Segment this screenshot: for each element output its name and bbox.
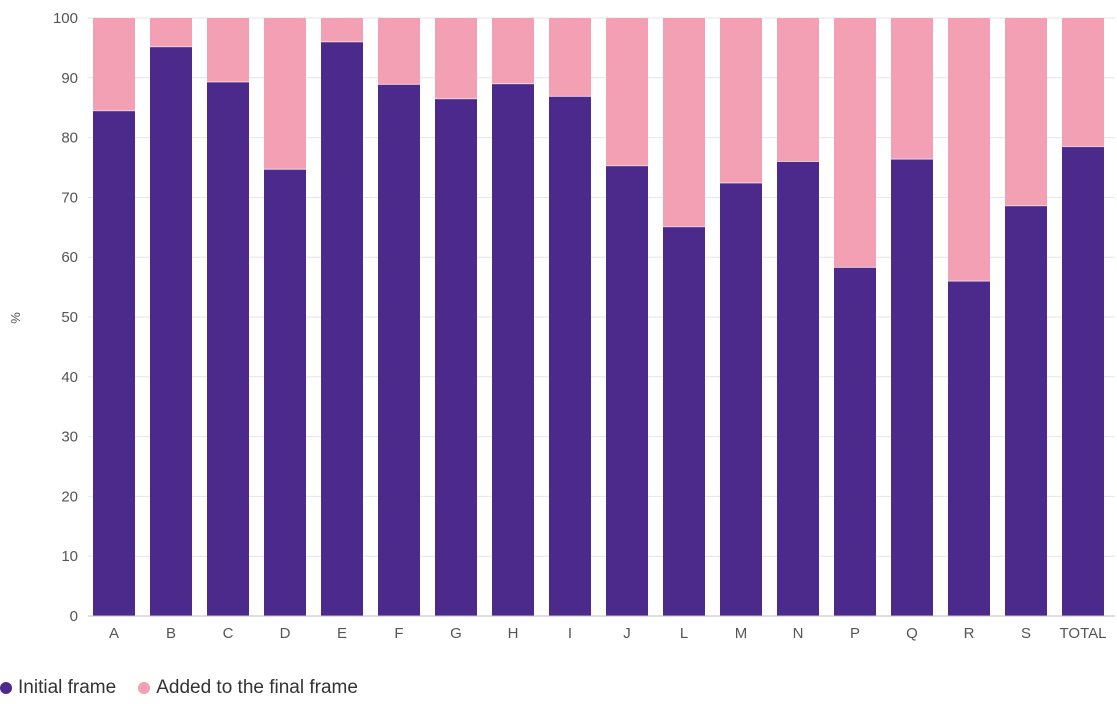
x-tick-label: G — [450, 625, 462, 642]
chart-svg: 0 10 20 30 40 50 60 70 80 90 100 A B C D E F G H I J L M N P Q R S T… — [8, 10, 1115, 642]
legend-item-added-to-final-frame: Added to the final frame — [138, 677, 358, 699]
bar-initial-frame-q — [891, 159, 933, 617]
x-tick-label: S — [1021, 625, 1031, 642]
y-tick-label: 80 — [61, 130, 78, 147]
x-tick-label: R — [964, 625, 975, 642]
y-tick-label: 60 — [61, 249, 78, 266]
bar-initial-frame-total — [1062, 146, 1104, 616]
bar-added-to-final-frame-m — [720, 18, 762, 184]
bar-added-to-final-frame-d — [264, 18, 306, 170]
x-tick-label: P — [850, 625, 860, 642]
y-tick-label: 40 — [61, 369, 78, 386]
legend-swatch-initial-frame — [0, 682, 12, 694]
x-tick-label: N — [793, 625, 804, 642]
bar-added-to-final-frame-g — [435, 18, 477, 99]
y-tick-label: 70 — [61, 189, 78, 206]
x-tick-label: F — [394, 625, 403, 642]
bar-initial-frame-f — [378, 84, 420, 617]
bar-added-to-final-frame-l — [663, 18, 705, 227]
bar-initial-frame-e — [321, 41, 363, 617]
bar-added-to-final-frame-f — [378, 18, 420, 85]
bar-added-to-final-frame-total — [1062, 18, 1104, 147]
bar-added-to-final-frame-b — [150, 18, 192, 47]
legend-item-initial-frame: Initial frame — [0, 677, 116, 699]
y-tick-label: 30 — [61, 429, 78, 446]
bar-initial-frame-a — [93, 110, 135, 616]
legend-label-added-to-final-frame: Added to the final frame — [156, 677, 358, 698]
bar-added-to-final-frame-c — [207, 18, 249, 82]
x-tick-label: L — [680, 625, 688, 642]
bar-added-to-final-frame-r — [948, 18, 990, 282]
bar-initial-frame-r — [948, 281, 990, 616]
bar-initial-frame-l — [663, 226, 705, 616]
bar-added-to-final-frame-s — [1005, 18, 1047, 206]
x-tick-label: C — [223, 625, 234, 642]
x-tick-label: M — [735, 625, 748, 642]
x-tick-label: A — [109, 625, 119, 642]
axes: 0 10 20 30 40 50 60 70 80 90 100 A B C D E F G H I J L M N P Q R S T… — [53, 10, 1115, 642]
x-tick-label: B — [166, 625, 176, 642]
bars — [93, 18, 1104, 617]
bar-added-to-final-frame-n — [777, 18, 819, 162]
gridlines — [88, 17, 1115, 617]
x-tick-label: E — [337, 625, 347, 642]
bar-added-to-final-frame-i — [549, 18, 591, 97]
y-tick-label: 10 — [61, 548, 78, 565]
x-tick-label: J — [623, 625, 631, 642]
bar-initial-frame-b — [150, 46, 192, 617]
bar-initial-frame-g — [435, 98, 477, 617]
y-tick-label: 90 — [61, 70, 78, 87]
x-tick-label: H — [508, 625, 519, 642]
bar-added-to-final-frame-p — [834, 18, 876, 268]
y-axis-label: % — [8, 312, 23, 324]
bar-initial-frame-p — [834, 267, 876, 616]
bar-initial-frame-m — [720, 183, 762, 616]
y-tick-label: 0 — [70, 608, 78, 625]
bar-initial-frame-d — [264, 169, 306, 616]
y-tick-label: 20 — [61, 488, 78, 505]
legend: Initial frame Added to the final frame — [0, 676, 380, 700]
x-tick-label: D — [280, 625, 291, 642]
y-tick-label: 100 — [53, 10, 78, 27]
bar-initial-frame-h — [492, 83, 534, 616]
bar-added-to-final-frame-e — [321, 18, 363, 42]
y-tick-label: 50 — [61, 309, 78, 326]
x-tick-label: I — [568, 625, 572, 642]
bar-added-to-final-frame-a — [93, 18, 135, 111]
legend-swatch-added-to-final-frame — [138, 682, 151, 694]
bar-initial-frame-c — [207, 81, 249, 616]
bar-added-to-final-frame-q — [891, 18, 933, 160]
x-tick-label: Q — [906, 625, 918, 642]
bar-initial-frame-j — [606, 165, 648, 616]
legend-label-initial-frame: Initial frame — [18, 677, 117, 698]
x-tick-label: TOTAL — [1060, 625, 1107, 642]
bar-added-to-final-frame-j — [606, 18, 648, 166]
bar-initial-frame-s — [1005, 205, 1047, 616]
bar-initial-frame-i — [549, 96, 591, 616]
bar-initial-frame-n — [777, 161, 819, 616]
bar-added-to-final-frame-h — [492, 18, 534, 84]
